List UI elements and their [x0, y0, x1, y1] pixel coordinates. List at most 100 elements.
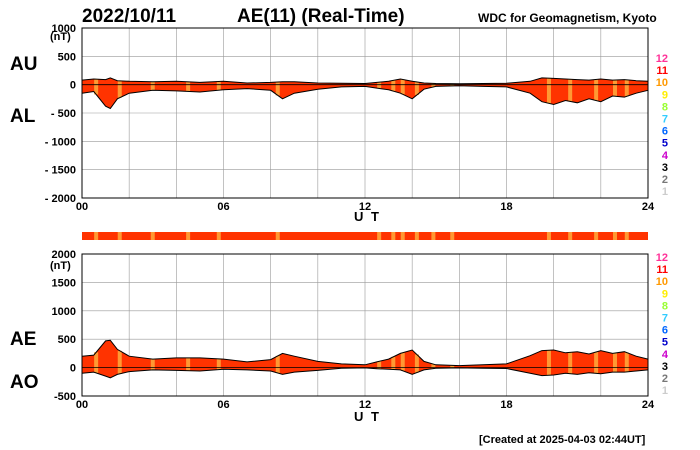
- legend-level-label: 1: [662, 186, 668, 198]
- al-label: AL: [10, 106, 36, 127]
- legend-level-label: 3: [662, 162, 668, 174]
- top-highlight-stripe: [400, 79, 405, 95]
- top-highlight-stripe: [612, 80, 617, 97]
- legend-level-label: 8: [662, 300, 668, 312]
- quality-band-marker: [150, 232, 155, 240]
- top-highlight-stripe: [594, 79, 599, 101]
- bottom-y-tick-label: -500: [54, 391, 76, 403]
- bottom-series-ao-line: [81, 367, 649, 379]
- legend-level-label: 9: [662, 288, 668, 300]
- bottom-x-axis-title: U T: [354, 409, 381, 424]
- legend-level-label: 6: [662, 325, 668, 337]
- bottom-y-tick-label: 2000: [52, 249, 76, 261]
- quality-band-marker: [94, 232, 99, 240]
- top-y-tick-label: - 1000: [45, 136, 76, 148]
- bottom-plot-border: [81, 253, 649, 397]
- quality-band-marker: [612, 232, 617, 240]
- created-timestamp: [Created at 2025-04-03 02:44UT]: [479, 434, 646, 446]
- bottom-highlight-stripe: [377, 361, 382, 369]
- ae-label: AE: [10, 329, 36, 350]
- top-highlight-stripe: [216, 81, 221, 91]
- top-x-axis-title: U T: [354, 209, 381, 224]
- quality-band-marker: [594, 232, 599, 240]
- bottom-highlight-stripe: [150, 359, 155, 370]
- top-highlight-stripe: [186, 81, 191, 92]
- bottom-unit-label: (nT): [50, 260, 71, 272]
- bottom-y-tick-label: 1500: [52, 277, 76, 289]
- source-label: WDC for Geomagnetism, Kyoto: [478, 11, 657, 25]
- bottom-highlight-stripe: [414, 354, 419, 373]
- bottom-y-tick-label: 1000: [52, 306, 76, 318]
- legend-level-label: 12: [656, 252, 668, 264]
- quality-band-marker: [450, 232, 455, 240]
- quality-band-bar: [82, 232, 648, 240]
- bottom-x-tick-label: 00: [76, 399, 88, 411]
- bottom-highlight-stripe: [400, 352, 405, 371]
- top-plot-border: [81, 27, 649, 199]
- legend-level-label: 1: [662, 385, 668, 397]
- quality-band-marker: [186, 232, 191, 240]
- top-range-area: [82, 77, 648, 109]
- legend-level-label: 4: [662, 349, 669, 361]
- quality-band-marker: [624, 232, 629, 240]
- legend-level-label: 3: [662, 361, 668, 373]
- legend-level-label: 12: [656, 53, 668, 65]
- top-highlight-stripe: [391, 80, 396, 92]
- top-highlight-stripe: [624, 79, 629, 97]
- bottom-highlight-stripe: [216, 358, 221, 370]
- top-x-tick-label: 18: [500, 201, 512, 213]
- top-highlight-stripe: [150, 81, 155, 91]
- top-y-tick-label: - 2000: [45, 193, 76, 205]
- top-highlight-stripe: [546, 78, 551, 104]
- top-highlight-stripe: [94, 79, 99, 95]
- bottom-highlight-stripe: [546, 350, 551, 376]
- bottom-highlight-stripe: [275, 355, 280, 374]
- quality-band-marker: [546, 232, 551, 240]
- legend-level-label: 11: [656, 264, 668, 276]
- ao-label: AO: [10, 372, 39, 393]
- date-title: 2022/10/11: [82, 6, 176, 27]
- bottom-x-tick-label: 24: [642, 399, 655, 411]
- top-unit-label: (nT): [50, 31, 71, 43]
- au-label: AU: [10, 54, 37, 75]
- top-highlight-stripe: [414, 81, 419, 95]
- top-x-tick-label: 12: [359, 201, 371, 213]
- top-x-tick-label: 06: [217, 201, 229, 213]
- bottom-highlight-stripe: [624, 352, 629, 372]
- quality-band-marker: [391, 232, 396, 240]
- legend-level-label: 9: [662, 89, 668, 101]
- top-y-tick-label: - 1500: [45, 165, 76, 177]
- legend-level-label: 4: [662, 150, 669, 162]
- quality-band-marker: [431, 232, 436, 240]
- bottom-x-tick-label: 12: [359, 399, 371, 411]
- bottom-highlight-stripe: [594, 351, 599, 374]
- legend-level-label: 7: [662, 114, 668, 126]
- legend-level-label: 10: [656, 77, 668, 89]
- top-highlight-stripe: [377, 82, 382, 89]
- bottom-highlight-stripe: [568, 352, 573, 374]
- top-y-tick-label: 0: [70, 80, 76, 92]
- top-highlight-stripe: [431, 83, 436, 87]
- top-x-tick-label: 00: [76, 201, 88, 213]
- bottom-highlight-stripe: [612, 353, 617, 373]
- top-y-tick-label: 1000: [52, 23, 76, 35]
- legend-level-label: 10: [656, 276, 668, 288]
- top-highlight-stripe: [568, 79, 573, 102]
- bottom-highlight-stripe: [94, 352, 99, 373]
- top-y-tick-label: 500: [58, 51, 76, 63]
- chart-title: AE(11) (Real-Time): [237, 6, 405, 27]
- top-series-al-line: [81, 85, 649, 110]
- bottom-highlight-stripe: [450, 365, 455, 368]
- top-x-tick-label: 24: [642, 201, 655, 213]
- quality-band-marker: [568, 232, 573, 240]
- quality-band: [82, 232, 648, 240]
- top-highlight-stripe: [117, 80, 122, 98]
- quality-band-marker: [117, 232, 122, 240]
- legend-level-label: 2: [662, 373, 668, 385]
- quality-band-marker: [275, 232, 280, 240]
- legend-level-label: 6: [662, 126, 668, 138]
